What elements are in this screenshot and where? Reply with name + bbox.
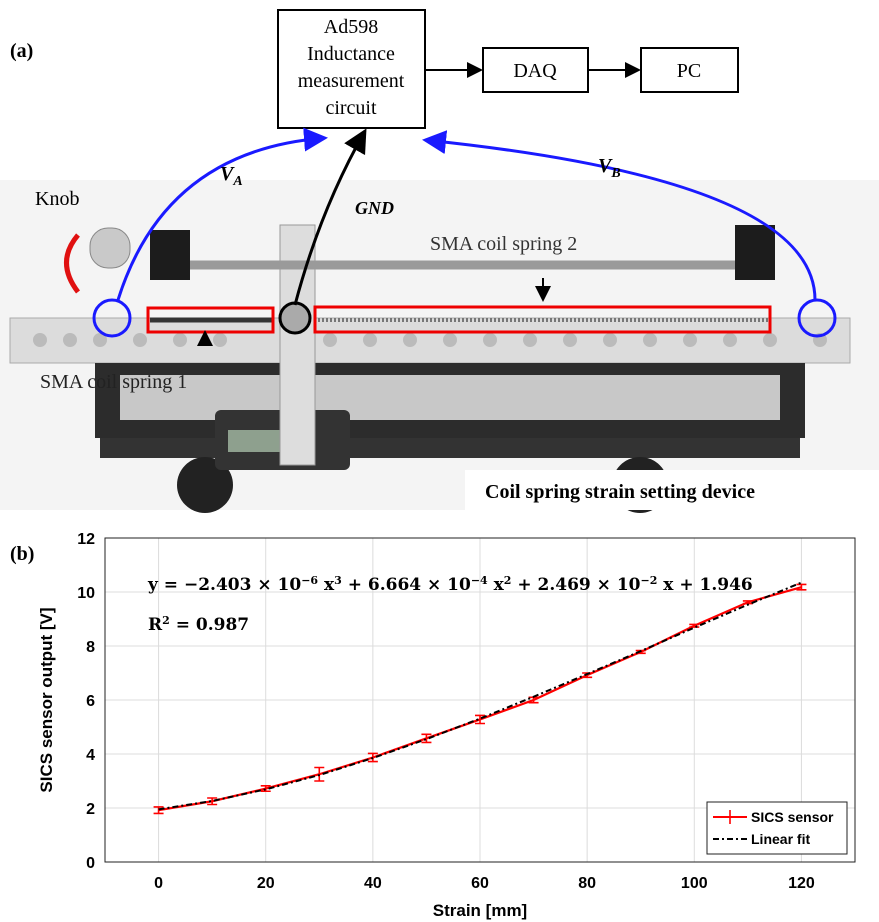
superscript: −6 xyxy=(301,574,318,587)
box-line: circuit xyxy=(325,97,377,119)
box-line: Ad598 xyxy=(324,16,378,38)
superscript: −4 xyxy=(471,574,488,587)
equation-part: x xyxy=(488,575,505,595)
equation-part: x xyxy=(318,575,335,595)
x-tick-label: 60 xyxy=(471,875,489,892)
equation-part: + 6.664 × 10 xyxy=(342,575,471,595)
vb-label: VB xyxy=(598,155,621,181)
superscript: −2 xyxy=(641,574,658,587)
x-tick-label: 120 xyxy=(788,875,815,892)
y-tick-label: 8 xyxy=(86,639,95,656)
panel-label: (b) xyxy=(10,543,34,565)
y-tick-label: 12 xyxy=(77,531,95,548)
panel-label: (a) xyxy=(10,40,33,62)
y-axis-label: SICS sensor output [V] xyxy=(37,607,56,792)
x-tick-label: 40 xyxy=(364,875,382,892)
x-tick-label: 0 xyxy=(154,875,163,892)
vb-sub: B xyxy=(610,166,620,181)
y-tick-label: 2 xyxy=(86,801,95,818)
spring1-label: SMA coil spring 1 xyxy=(40,371,187,393)
caption: Coil spring strain setting device xyxy=(485,481,755,503)
equation-part: + 2.469 × 10 xyxy=(511,575,640,595)
x-tick-label: 20 xyxy=(257,875,275,892)
box-line: Inductance xyxy=(307,43,395,65)
legend-label: SICS sensor xyxy=(751,809,834,825)
y-tick-label: 4 xyxy=(86,747,95,764)
x-tick-label: 100 xyxy=(681,875,708,892)
device-photo xyxy=(0,180,879,513)
y-tick-label: 6 xyxy=(86,693,95,710)
pc-label: PC xyxy=(677,60,701,82)
equation: y = −2.403 × 10−6 x3 + 6.664 × 10−4 x2 +… xyxy=(147,574,753,596)
box-line: measurement xyxy=(298,70,405,92)
y-tick-label: 0 xyxy=(86,855,95,872)
y-tick-label: 10 xyxy=(77,585,95,602)
va-sub: A xyxy=(232,174,242,189)
knob-label: Knob xyxy=(35,188,79,210)
spring2-label: SMA coil spring 2 xyxy=(430,233,577,255)
equation-part: = 0.987 xyxy=(170,615,249,635)
gnd-label: GND xyxy=(355,198,394,218)
x-tick-label: 80 xyxy=(578,875,596,892)
superscript: 2 xyxy=(162,614,170,627)
equation-part: y = −2.403 × 10 xyxy=(147,575,301,595)
x-axis-label: Strain [mm] xyxy=(433,901,527,920)
superscript: 3 xyxy=(334,574,342,587)
superscript: 2 xyxy=(504,574,512,587)
equation-part: R xyxy=(148,615,163,635)
legend-label: Linear fit xyxy=(751,831,810,847)
figure: (a) Ad598 Inductance measurement circuit… xyxy=(0,0,879,922)
daq-label: DAQ xyxy=(513,60,557,82)
equation-part: x + 1.946 xyxy=(657,575,752,595)
